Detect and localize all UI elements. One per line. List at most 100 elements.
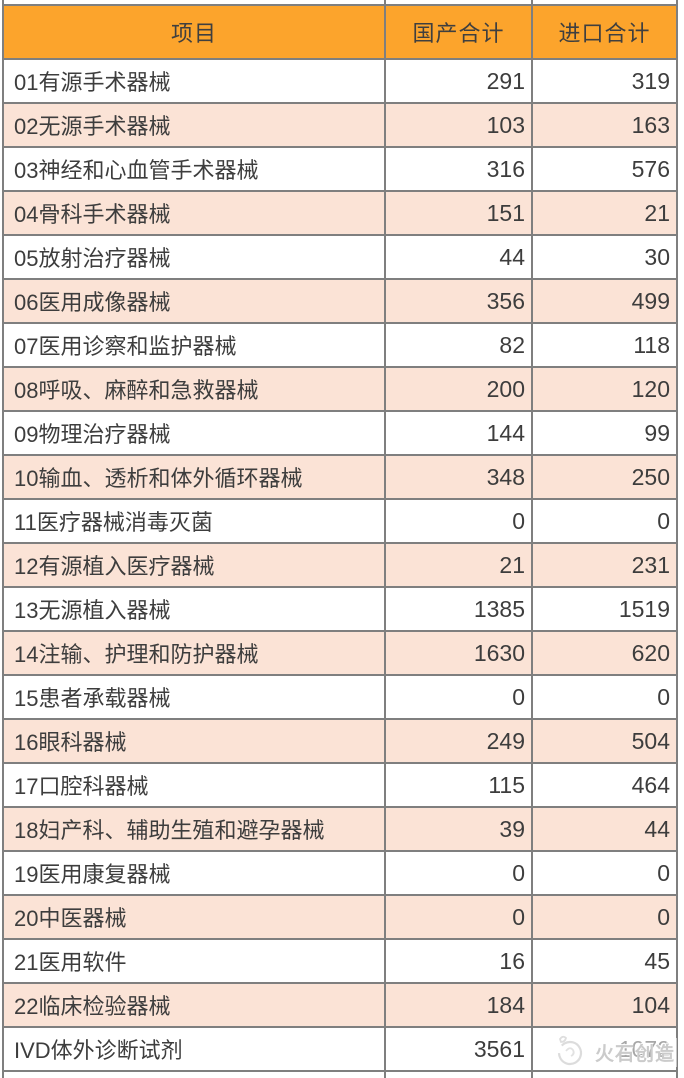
domestic-total-cell: 1385 <box>386 588 533 630</box>
partial-cell <box>386 1072 533 1078</box>
domestic-total-cell: 3561 <box>386 1028 533 1070</box>
domestic-total-cell: 0 <box>386 896 533 938</box>
header-row: 项目 国产合计 进口合计 <box>2 4 678 60</box>
category-name-cell: 10输血、透析和体外循环器械 <box>2 456 386 498</box>
category-name-cell: 15患者承载器械 <box>2 676 386 718</box>
domestic-total-cell: 1630 <box>386 632 533 674</box>
table-row: 04骨科手术器械 151 21 <box>2 192 678 236</box>
domestic-total-cell: 0 <box>386 676 533 718</box>
domestic-total-cell: 21 <box>386 544 533 586</box>
import-total-cell: 0 <box>533 676 678 718</box>
category-name-cell: 22临床检验器械 <box>2 984 386 1026</box>
table-row: 07医用诊察和监护器械 82 118 <box>2 324 678 368</box>
table-row: 05放射治疗器械 44 30 <box>2 236 678 280</box>
table-row: 10输血、透析和体外循环器械 348 250 <box>2 456 678 500</box>
category-name-cell: 13无源植入器械 <box>2 588 386 630</box>
category-name-cell: IVD体外诊断试剂 <box>2 1028 386 1070</box>
category-name-cell: 06医用成像器械 <box>2 280 386 322</box>
domestic-total-cell: 82 <box>386 324 533 366</box>
domestic-total-cell: 151 <box>386 192 533 234</box>
domestic-total-cell: 348 <box>386 456 533 498</box>
domestic-total-cell: 356 <box>386 280 533 322</box>
category-name-cell: 21医用软件 <box>2 940 386 982</box>
import-total-cell: 0 <box>533 896 678 938</box>
table-row: 06医用成像器械 356 499 <box>2 280 678 324</box>
category-name-cell: 17口腔科器械 <box>2 764 386 806</box>
table-row: IVD体外诊断试剂 3561 1072 <box>2 1028 678 1072</box>
table-row: 03神经和心血管手术器械 316 576 <box>2 148 678 192</box>
import-total-cell: 231 <box>533 544 678 586</box>
import-total-cell: 104 <box>533 984 678 1026</box>
domestic-total-cell: 316 <box>386 148 533 190</box>
partial-cell <box>533 1072 678 1078</box>
category-name-cell: 09物理治疗器械 <box>2 412 386 454</box>
category-name-cell: 08呼吸、麻醉和急救器械 <box>2 368 386 410</box>
table-row: 09物理治疗器械 144 99 <box>2 412 678 456</box>
category-name-cell: 05放射治疗器械 <box>2 236 386 278</box>
import-total-cell: 1519 <box>533 588 678 630</box>
category-name-cell: 20中医器械 <box>2 896 386 938</box>
domestic-total-cell: 291 <box>386 60 533 102</box>
table-row: 12有源植入医疗器械 21 231 <box>2 544 678 588</box>
partial-cell <box>533 0 678 4</box>
table-row: 17口腔科器械 115 464 <box>2 764 678 808</box>
category-name-cell: 03神经和心血管手术器械 <box>2 148 386 190</box>
header-import-total: 进口合计 <box>533 6 678 58</box>
category-name-cell: 12有源植入医疗器械 <box>2 544 386 586</box>
import-total-cell: 620 <box>533 632 678 674</box>
import-total-cell: 250 <box>533 456 678 498</box>
import-total-cell: 163 <box>533 104 678 146</box>
domestic-total-cell: 0 <box>386 500 533 542</box>
import-total-cell: 44 <box>533 808 678 850</box>
table-row: 19医用康复器械 0 0 <box>2 852 678 896</box>
domestic-total-cell: 144 <box>386 412 533 454</box>
import-total-cell: 0 <box>533 852 678 894</box>
category-name-cell: 01有源手术器械 <box>2 60 386 102</box>
category-name-cell: 04骨科手术器械 <box>2 192 386 234</box>
table-row: 01有源手术器械 291 319 <box>2 60 678 104</box>
table-row: 15患者承载器械 0 0 <box>2 676 678 720</box>
category-name-cell: 14注输、护理和防护器械 <box>2 632 386 674</box>
import-total-cell: 45 <box>533 940 678 982</box>
table-row: 14注输、护理和防护器械 1630 620 <box>2 632 678 676</box>
header-domestic-total: 国产合计 <box>386 6 533 58</box>
import-total-cell: 499 <box>533 280 678 322</box>
category-name-cell: 16眼科器械 <box>2 720 386 762</box>
domestic-total-cell: 249 <box>386 720 533 762</box>
table-row: 16眼科器械 249 504 <box>2 720 678 764</box>
domestic-total-cell: 200 <box>386 368 533 410</box>
category-name-cell: 19医用康复器械 <box>2 852 386 894</box>
domestic-total-cell: 184 <box>386 984 533 1026</box>
import-total-cell: 576 <box>533 148 678 190</box>
table-body: 01有源手术器械 291 319 02无源手术器械 103 163 03神经和心… <box>2 60 678 1072</box>
category-name-cell: 02无源手术器械 <box>2 104 386 146</box>
domestic-total-cell: 16 <box>386 940 533 982</box>
import-total-cell: 118 <box>533 324 678 366</box>
import-total-cell: 21 <box>533 192 678 234</box>
table-row: 02无源手术器械 103 163 <box>2 104 678 148</box>
domestic-total-cell: 0 <box>386 852 533 894</box>
partial-cell <box>2 1072 386 1078</box>
table-row: 20中医器械 0 0 <box>2 896 678 940</box>
table-row: 11医疗器械消毒灭菌 0 0 <box>2 500 678 544</box>
table-row: 21医用软件 16 45 <box>2 940 678 984</box>
import-total-cell: 99 <box>533 412 678 454</box>
domestic-total-cell: 39 <box>386 808 533 850</box>
table-bottom-partial-row <box>2 1072 678 1078</box>
partial-cell <box>2 0 386 4</box>
domestic-total-cell: 44 <box>386 236 533 278</box>
table-top-partial-row <box>2 0 678 4</box>
category-name-cell: 07医用诊察和监护器械 <box>2 324 386 366</box>
import-total-cell: 504 <box>533 720 678 762</box>
table-row: 18妇产科、辅助生殖和避孕器械 39 44 <box>2 808 678 852</box>
partial-cell <box>386 0 533 4</box>
import-total-cell: 464 <box>533 764 678 806</box>
table-row: 22临床检验器械 184 104 <box>2 984 678 1028</box>
category-name-cell: 18妇产科、辅助生殖和避孕器械 <box>2 808 386 850</box>
table-row: 13无源植入器械 1385 1519 <box>2 588 678 632</box>
import-total-cell: 120 <box>533 368 678 410</box>
table-row: 08呼吸、麻醉和急救器械 200 120 <box>2 368 678 412</box>
category-name-cell: 11医疗器械消毒灭菌 <box>2 500 386 542</box>
domestic-total-cell: 103 <box>386 104 533 146</box>
